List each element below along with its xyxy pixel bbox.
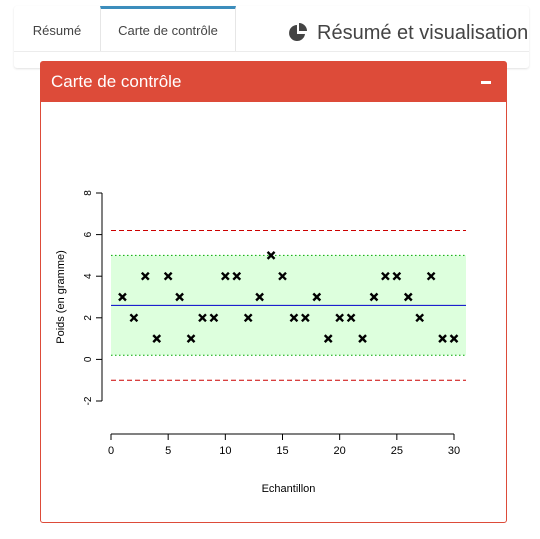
- data-point: [163, 271, 173, 281]
- x-tick-label: 5: [165, 445, 171, 457]
- page-title: Résumé et visualisation: [288, 16, 528, 50]
- data-point: [209, 313, 219, 323]
- x-tick-label: 15: [276, 445, 288, 457]
- y-tick-label: 0: [83, 356, 94, 362]
- tab-bar: Résumé Carte de contrôle Résumé et visua…: [14, 6, 529, 68]
- x-tick-label: 25: [391, 445, 403, 457]
- data-point: [289, 313, 299, 323]
- data-point: [220, 271, 230, 281]
- tab-resume[interactable]: Résumé: [32, 22, 82, 38]
- data-point: [198, 313, 207, 323]
- data-point: [381, 271, 390, 281]
- x-tick-label: 20: [334, 445, 346, 457]
- y-tick-label: -2: [83, 396, 94, 405]
- data-point: [140, 271, 150, 281]
- control-chart: -2 0 2 4 6 8 0 5 10 15 20 25 30 Echantillon Poids (en …: [55, 190, 466, 495]
- minus-icon[interactable]: [478, 74, 494, 90]
- data-point: [346, 313, 356, 323]
- pie-chart-icon: [288, 23, 308, 43]
- data-point: [175, 292, 184, 302]
- control-chart-box: Carte de contrôle -2 0 2 4 6 8 0 5 10 15 20 25 30 Ech…: [40, 61, 507, 523]
- data-point: [232, 271, 242, 281]
- y-tick-label: 8: [83, 190, 94, 196]
- data-point: [369, 292, 379, 302]
- y-tick-label: 4: [83, 273, 94, 279]
- x-tick-label: 30: [448, 445, 460, 457]
- y-tick-label: 6: [83, 231, 94, 237]
- data-point: [266, 251, 276, 260]
- box-title: Carte de contrôle: [51, 72, 182, 91]
- data-point: [186, 334, 196, 343]
- data-point: [392, 271, 402, 281]
- y-tick-label: 2: [83, 315, 94, 321]
- data-point: [415, 313, 425, 323]
- box-header: Carte de contrôle: [41, 62, 506, 102]
- y-axis-label: Poids (en gramme): [55, 250, 67, 344]
- data-point: [255, 292, 264, 302]
- data-point: [403, 292, 413, 302]
- data-point: [129, 313, 139, 323]
- data-point: [243, 313, 253, 323]
- data-point: [312, 292, 322, 302]
- data-point: [323, 334, 333, 343]
- x-axis-label: Echantillon: [262, 483, 316, 495]
- data-point: [278, 271, 287, 281]
- data-point: [449, 334, 459, 343]
- x-tick-label: 10: [219, 445, 231, 457]
- data-point: [438, 334, 447, 343]
- data-point: [358, 334, 367, 343]
- data-point: [426, 271, 436, 281]
- data-point: [335, 313, 345, 323]
- tab-carte-de-controle[interactable]: Carte de contrôle: [100, 6, 236, 51]
- tab-divider: [14, 51, 529, 52]
- page-title-text: Résumé et visualisation: [317, 21, 529, 44]
- data-point: [152, 334, 162, 343]
- x-tick-label: 0: [108, 445, 114, 457]
- data-point: [118, 292, 127, 302]
- data-point: [301, 313, 310, 323]
